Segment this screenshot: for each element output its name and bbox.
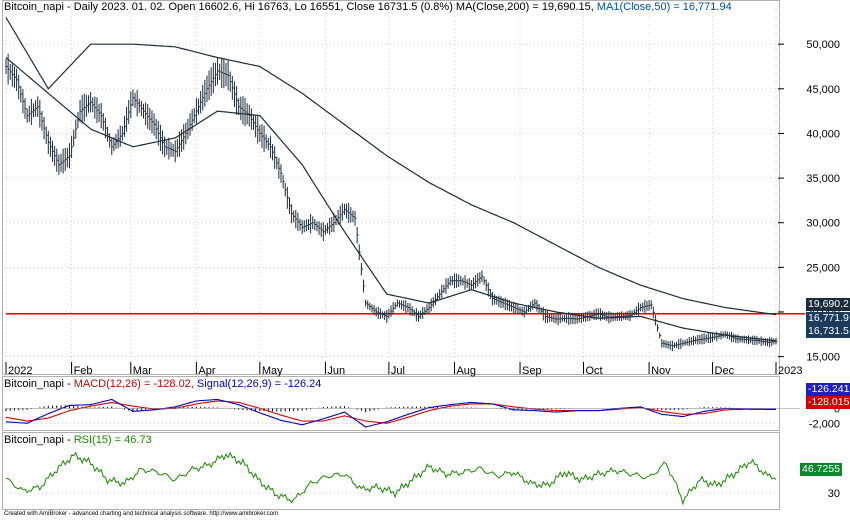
x-axis-month-label: 2023	[778, 365, 802, 377]
x-axis-month-label: 2022	[8, 365, 32, 377]
rsi-header-rsi: RSI(15) = 46.73	[73, 434, 152, 446]
ma200-line	[5, 17, 777, 316]
rsi-y-tick-label: 30	[828, 488, 840, 500]
macd-header-signal: Signal(12,26,9) = -126.24	[196, 378, 322, 390]
close-price-box: 16,731.5	[806, 325, 850, 338]
x-axis-month-label: Aug	[456, 365, 476, 377]
x-axis-month-label: Jun	[327, 365, 345, 377]
rsi-pane	[2, 432, 780, 510]
price-y-tick-label: 50,000	[806, 39, 840, 51]
rsi-header-prefix: Bitcoin_napi -	[4, 434, 74, 446]
rsi-header: Bitcoin_napi - RSI(15) = 46.73	[4, 434, 152, 446]
x-axis-month-label: Jul	[391, 365, 405, 377]
macd-y-tick-label: 0	[834, 403, 840, 415]
x-axis-month-label: May	[262, 365, 283, 377]
price-y-tick-label: 25,000	[806, 262, 840, 274]
x-axis-month-label: Feb	[74, 365, 93, 377]
macd-header: Bitcoin_napi - MACD(12,26) = -128.02, Si…	[4, 378, 321, 390]
macd-header-prefix: Bitcoin_napi -	[4, 378, 74, 390]
price-y-tick-label: 15,000	[806, 352, 840, 364]
x-axis-month-label: Sep	[522, 365, 542, 377]
price-y-tick-label: 35,000	[806, 173, 840, 185]
x-axis-month-label: Nov	[651, 365, 671, 377]
ma50-price-box: 16,771.9	[806, 312, 850, 325]
x-axis-month-label: Oct	[586, 365, 603, 377]
macd-header-macd: MACD(12,26) = -128.02,	[73, 378, 197, 390]
x-axis-month-label: Mar	[133, 365, 152, 377]
price-y-tick-label: 30,000	[806, 218, 840, 230]
price-y-tick-label: 45,000	[806, 84, 840, 96]
price-y-tick-label: 40,000	[806, 128, 840, 140]
ma200-price-box: 19,690.2	[806, 298, 850, 311]
x-axis-month-label: Dec	[715, 365, 735, 377]
ma50-header-text: MA1(Close,50) = 16,771.94	[596, 1, 732, 13]
price-header-text: Bitcoin_napi - Daily 2023. 01. 02. Open …	[4, 1, 597, 13]
rsi-value-box: 46.7255	[800, 463, 842, 476]
rsi-line	[5, 451, 777, 506]
macd-value-box: -126.241	[806, 383, 850, 396]
x-axis-month-label: Apr	[198, 365, 215, 377]
amibroker-credit: Created with AmiBroker - advanced charti…	[4, 511, 279, 517]
macd-y-tick-label: -2,000	[809, 418, 840, 430]
macd-line	[5, 398, 776, 428]
price-chart-header: Bitcoin_napi - Daily 2023. 01. 02. Open …	[4, 1, 732, 13]
ma50-line	[5, 57, 777, 342]
signal-value-box: -128.015	[806, 396, 850, 409]
